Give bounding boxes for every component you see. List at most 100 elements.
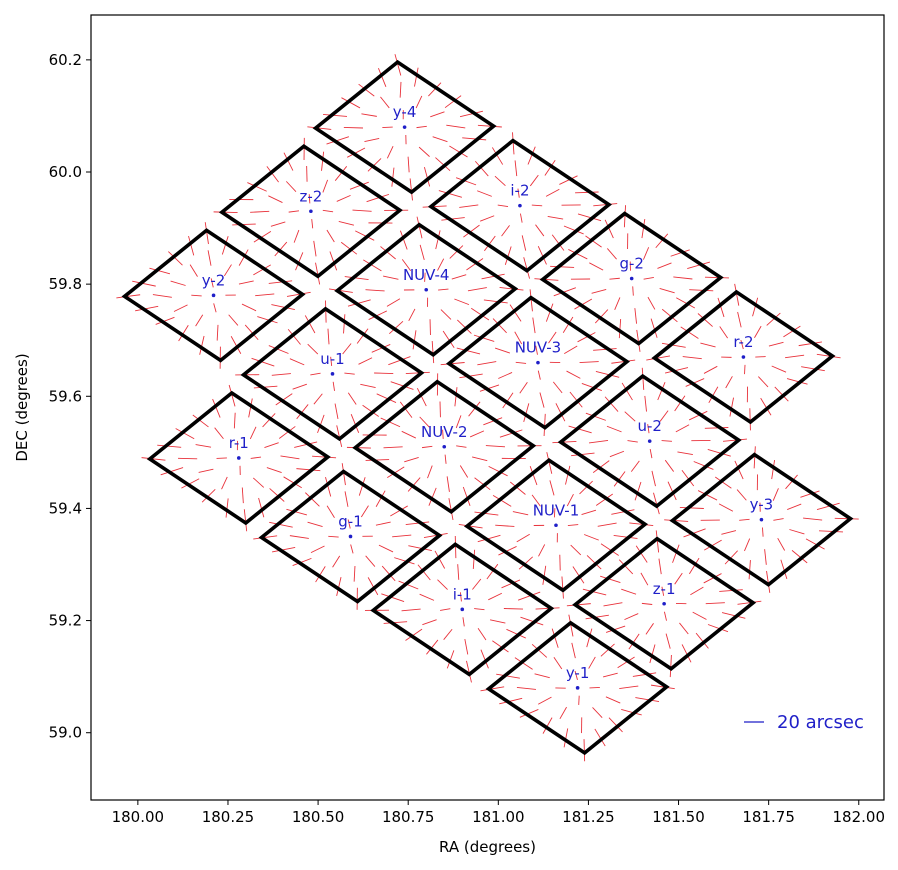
distortion-vector (334, 166, 348, 181)
distortion-vector (491, 147, 504, 165)
distortion-vector (365, 555, 376, 567)
distortion-vector (347, 147, 366, 158)
distortion-vector (474, 477, 491, 491)
distortion-vector (708, 386, 719, 404)
distortion-vector (367, 158, 382, 172)
distortion-vector (472, 578, 482, 590)
distortion-vector (592, 707, 603, 719)
distortion-vector (545, 303, 554, 322)
distortion-vector (492, 640, 509, 653)
distortion-vector (388, 356, 411, 366)
distortion-vector (619, 685, 639, 689)
axis-ticks: 180.00 180.25 180.50 180.75 181.00 181.25 181.… (49, 51, 885, 826)
distortion-vector (423, 533, 448, 538)
distortion-vector (704, 427, 729, 429)
distortion-vector (328, 288, 353, 293)
distortion-vector (474, 511, 499, 516)
distortion-vector (344, 276, 369, 281)
distortion-vector (344, 491, 349, 507)
distortion-vector (268, 280, 293, 284)
distortion-vector (325, 300, 327, 323)
distortion-vector (512, 511, 529, 516)
distortion-vector (394, 54, 402, 76)
detector-label: r-2 (733, 333, 753, 351)
distortion-vector (213, 211, 238, 214)
distortion-vector (307, 521, 323, 528)
distortion-vector (430, 111, 445, 118)
vector-field (552, 367, 747, 515)
distortion-vector (499, 429, 523, 438)
distortion-vector (401, 259, 412, 271)
distortion-vector (232, 223, 256, 226)
distortion-vector (381, 565, 396, 582)
detector-label: y-1 (566, 664, 590, 682)
distortion-vector (310, 545, 325, 554)
distortion-vector (409, 178, 413, 201)
distortion-vector (216, 324, 219, 341)
distortion-vector (700, 342, 716, 348)
distortion-vector (636, 329, 641, 352)
detector-label: y-3 (750, 496, 774, 514)
distortion-vector (600, 575, 621, 584)
distortion-vector (311, 219, 314, 229)
vector-field (566, 530, 762, 678)
distortion-vector (816, 353, 841, 359)
vector-field (116, 222, 311, 369)
distortion-vector (356, 328, 369, 344)
distortion-vector (655, 233, 669, 249)
distortion-vector (621, 708, 642, 716)
distortion-vector (390, 505, 408, 517)
distortion-vector (760, 397, 772, 416)
distortion-vector (546, 452, 553, 474)
detector-label: r-1 (229, 434, 249, 452)
distortion-vector (492, 495, 512, 507)
distortion-vector (212, 398, 221, 418)
distortion-vector (446, 124, 466, 129)
distortion-vector (401, 430, 417, 439)
distortion-vector (418, 146, 430, 157)
detector-label: NUV-1 (533, 501, 580, 519)
distortion-vector (575, 191, 599, 194)
distortion-vector (360, 383, 376, 388)
distortion-vector (416, 125, 427, 129)
distortion-vector (477, 534, 501, 543)
distortion-vector (565, 465, 571, 485)
distortion-vector (474, 608, 485, 611)
distortion-vector (534, 278, 559, 281)
distortion-vector (697, 490, 718, 501)
distortion-vector (473, 334, 495, 342)
distortion-vector (157, 444, 182, 448)
distortion-vector (655, 530, 660, 553)
distortion-vector (116, 294, 141, 299)
distortion-vector (253, 230, 272, 243)
distortion-vector (170, 280, 186, 286)
distortion-vector (519, 381, 528, 394)
distortion-vector (548, 331, 557, 344)
distortion-vector (568, 249, 588, 260)
distortion-vector (608, 717, 623, 733)
y-tick-label: 59.0 (49, 724, 82, 742)
distortion-vector (271, 373, 291, 376)
distortion-vector (688, 557, 700, 575)
vector-field (534, 205, 729, 352)
distortion-vector (358, 477, 366, 496)
distortion-vector (664, 459, 674, 472)
distortion-vector (352, 209, 372, 212)
distortion-vector (386, 145, 394, 159)
distortion-vector (326, 505, 335, 518)
distortion-vector (646, 355, 671, 361)
distortion-vector (364, 137, 380, 143)
distortion-vector (688, 410, 708, 421)
detector-label: g-1 (338, 512, 362, 530)
distortion-vector (801, 366, 825, 372)
distortion-vector (682, 356, 702, 360)
distortion-vector (287, 328, 301, 345)
distortion-vector (286, 508, 308, 516)
distortion-vector (438, 288, 449, 291)
distortion-vector (195, 314, 204, 327)
distortion-vector (446, 650, 455, 669)
distortion-vector (634, 481, 642, 501)
distortion-vector (571, 452, 595, 457)
distortion-vector (657, 262, 672, 269)
distortion-vector (566, 493, 574, 507)
